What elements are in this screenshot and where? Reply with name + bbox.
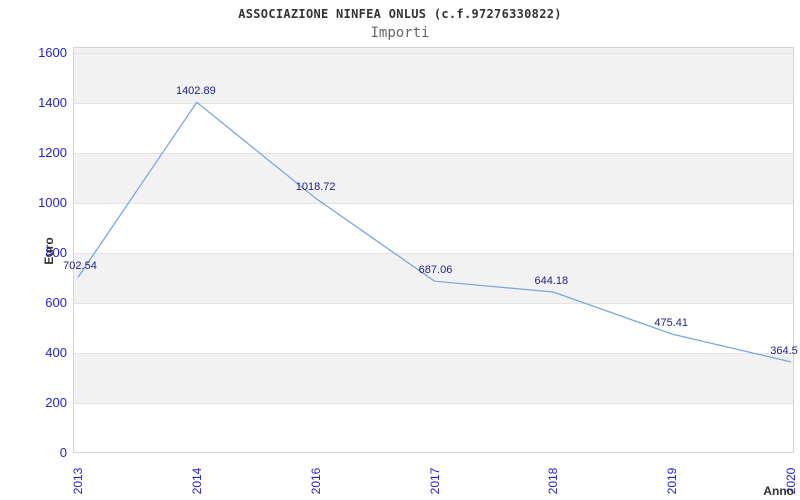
y-tick-label: 600 — [45, 295, 67, 310]
y-tick-label: 1400 — [38, 95, 67, 110]
chart-title: ASSOCIAZIONE NINFEA ONLUS (c.f.972763308… — [238, 7, 562, 21]
data-point-label: 364.5 — [770, 344, 798, 357]
data-point-label: 702.54 — [63, 260, 97, 273]
x-tick-label: 2013 — [71, 467, 85, 495]
grid-band — [73, 47, 794, 103]
x-tick-label: 2014 — [189, 467, 204, 495]
grid-band — [73, 253, 794, 303]
data-point-label: 1018.72 — [295, 181, 336, 194]
data-point-label: 644.18 — [534, 274, 569, 287]
y-tick-label: 800 — [45, 245, 67, 260]
x-tick-label: 2016 — [308, 467, 323, 495]
plot-border — [73, 47, 794, 453]
data-point-label: 475.41 — [654, 317, 688, 330]
y-tick-label: 0 — [59, 445, 67, 460]
trend-line — [77, 101, 792, 363]
grid-band — [73, 153, 794, 203]
line-chart-canvas — [73, 47, 794, 453]
data-point-label: 1402.89 — [175, 85, 216, 98]
y-tick-label: 400 — [45, 345, 67, 360]
y-tick-label: 1000 — [38, 195, 67, 210]
grid-band — [73, 353, 794, 403]
data-point-label: 687.06 — [418, 264, 453, 277]
y-tick-label: 1200 — [38, 145, 67, 160]
x-axis-title: Anno — [763, 484, 794, 498]
y-tick-label: 200 — [45, 395, 67, 410]
chart-subtitle: Importi — [370, 25, 430, 41]
x-tick-label: 2017 — [427, 467, 442, 495]
plot-area — [73, 47, 794, 453]
y-axis-title: Euro — [42, 237, 56, 265]
x-tick-label: 2019 — [665, 467, 680, 495]
x-tick-label: 2018 — [546, 467, 561, 495]
y-tick-label: 1600 — [38, 45, 67, 60]
